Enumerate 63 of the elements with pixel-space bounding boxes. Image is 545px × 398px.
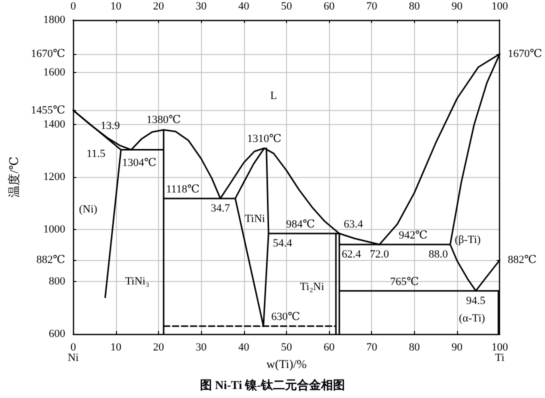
- annotation: 1310℃: [247, 133, 282, 146]
- x2-tick-label: 40: [238, 0, 250, 12]
- annotation: (Ni): [78, 203, 98, 216]
- annotation: 94.5: [466, 294, 486, 307]
- text: Ni: [68, 352, 79, 364]
- x2-tick-label: 70: [366, 0, 378, 12]
- annotation: 72.0: [370, 248, 390, 261]
- x2-tick-label: 90: [452, 0, 464, 12]
- x-tick-label: 90: [452, 342, 464, 354]
- x2-tick-label: 10: [110, 0, 122, 12]
- y-tick-label: 600: [48, 328, 66, 340]
- annotation: 1380℃: [146, 114, 181, 126]
- y-tick-label: 1200: [43, 171, 66, 183]
- x2-tick-label: 50: [280, 0, 292, 12]
- annotation: 13.9: [100, 120, 120, 132]
- annotation: 88.0: [428, 248, 448, 261]
- annotation: 984℃: [286, 218, 315, 231]
- x-axis-title: w(Ti)/%: [266, 357, 307, 371]
- y-tick-label: 1400: [43, 118, 66, 131]
- annotation: 630℃: [271, 311, 300, 324]
- y-tick-label: 1000: [43, 223, 66, 236]
- x-tick-label: 60: [324, 342, 336, 354]
- annotation: 63.4: [344, 218, 364, 231]
- annotation: 62.4: [342, 248, 362, 261]
- x-tick-label: 10: [110, 342, 122, 354]
- y-tick-label: 1455℃: [30, 104, 66, 116]
- annotation: (β-Ti): [454, 234, 482, 246]
- x-tick-label: 80: [408, 342, 420, 354]
- annotation: 34.7: [210, 202, 230, 214]
- annotation: 942℃: [398, 230, 428, 242]
- annotation: 54.4: [272, 238, 293, 250]
- annotation: L: [270, 90, 278, 102]
- x2-tick-label: 30: [196, 0, 208, 12]
- y-tick-label: 800: [48, 276, 66, 288]
- annotation: (α-Ti): [458, 312, 486, 324]
- y-tick-label: 882℃: [36, 254, 66, 266]
- x2-tick-label: 80: [408, 0, 420, 12]
- annotation: 1118℃: [166, 183, 200, 196]
- x-tick-label: 0: [70, 342, 76, 354]
- y-tick-label: 1670℃: [30, 48, 66, 60]
- x-tick-label: 20: [153, 342, 165, 354]
- annotation: Ti₂Ni: [300, 280, 324, 293]
- y-tick-label: 1800: [43, 14, 66, 26]
- x2-tick-label: 20: [153, 0, 165, 12]
- x2-tick-label: 60: [324, 0, 336, 12]
- x-tick-label: 100: [491, 342, 508, 354]
- x-tick-label: 50: [280, 342, 292, 354]
- x-tick-label: 70: [366, 342, 378, 354]
- annotation: 765℃: [390, 276, 419, 288]
- y2-tick-label: 1670℃: [508, 48, 542, 60]
- text: Ti: [495, 352, 504, 364]
- text: 图 Ni-Ti 镍-钛二元合金相图: [200, 378, 346, 392]
- x-tick-label: 30: [196, 342, 208, 354]
- x2-tick-label: 100: [491, 0, 508, 12]
- annotation: TiNi₃: [125, 276, 150, 288]
- annotation: 11.5: [86, 148, 106, 160]
- y2-tick-label: 882℃: [508, 254, 537, 266]
- x-tick-label: 40: [238, 342, 250, 354]
- y-axis-title: 温度/℃: [7, 156, 21, 198]
- annotation: TiNi: [244, 212, 266, 225]
- y-tick-label: 1600: [43, 66, 66, 78]
- annotation: 1304℃: [122, 156, 156, 169]
- x2-tick-label: 0: [70, 0, 76, 12]
